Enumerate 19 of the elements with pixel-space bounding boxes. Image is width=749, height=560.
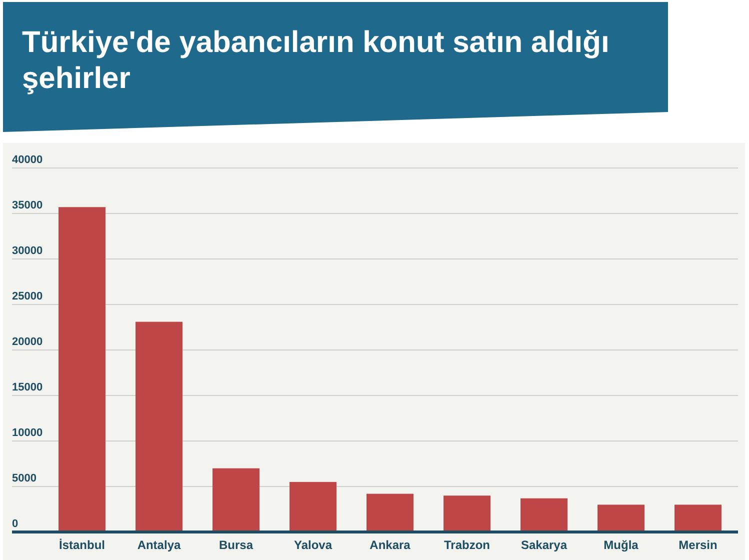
chart-title: Türkiye'de yabancıların konut satın aldığı şehirler [22,26,610,95]
y-tick-label: 30000 [12,245,43,257]
y-tick-label: 20000 [12,336,43,348]
y-tick-label: 5000 [12,472,36,484]
y-tick-label: 15000 [12,382,43,394]
x-tick-label: Mersin [678,538,718,552]
y-tick-label: 25000 [12,290,43,302]
x-tick-label: Ankara [370,538,411,552]
y-tick-label: 40000 [12,154,43,166]
y-tick-label: 0 [12,518,18,530]
y-tick-label: 35000 [12,200,43,212]
x-tick-label: Antalya [137,538,181,552]
x-tick-label: Yalova [294,538,332,552]
x-tick-label: Bursa [218,538,254,552]
x-tick-label: Muğla [604,538,639,552]
x-tick-label: Sakarya [520,538,568,552]
x-tick-label: Trabzon [444,538,490,552]
y-tick-label: 10000 [12,427,43,439]
x-tick-label: İstanbul [58,538,106,552]
